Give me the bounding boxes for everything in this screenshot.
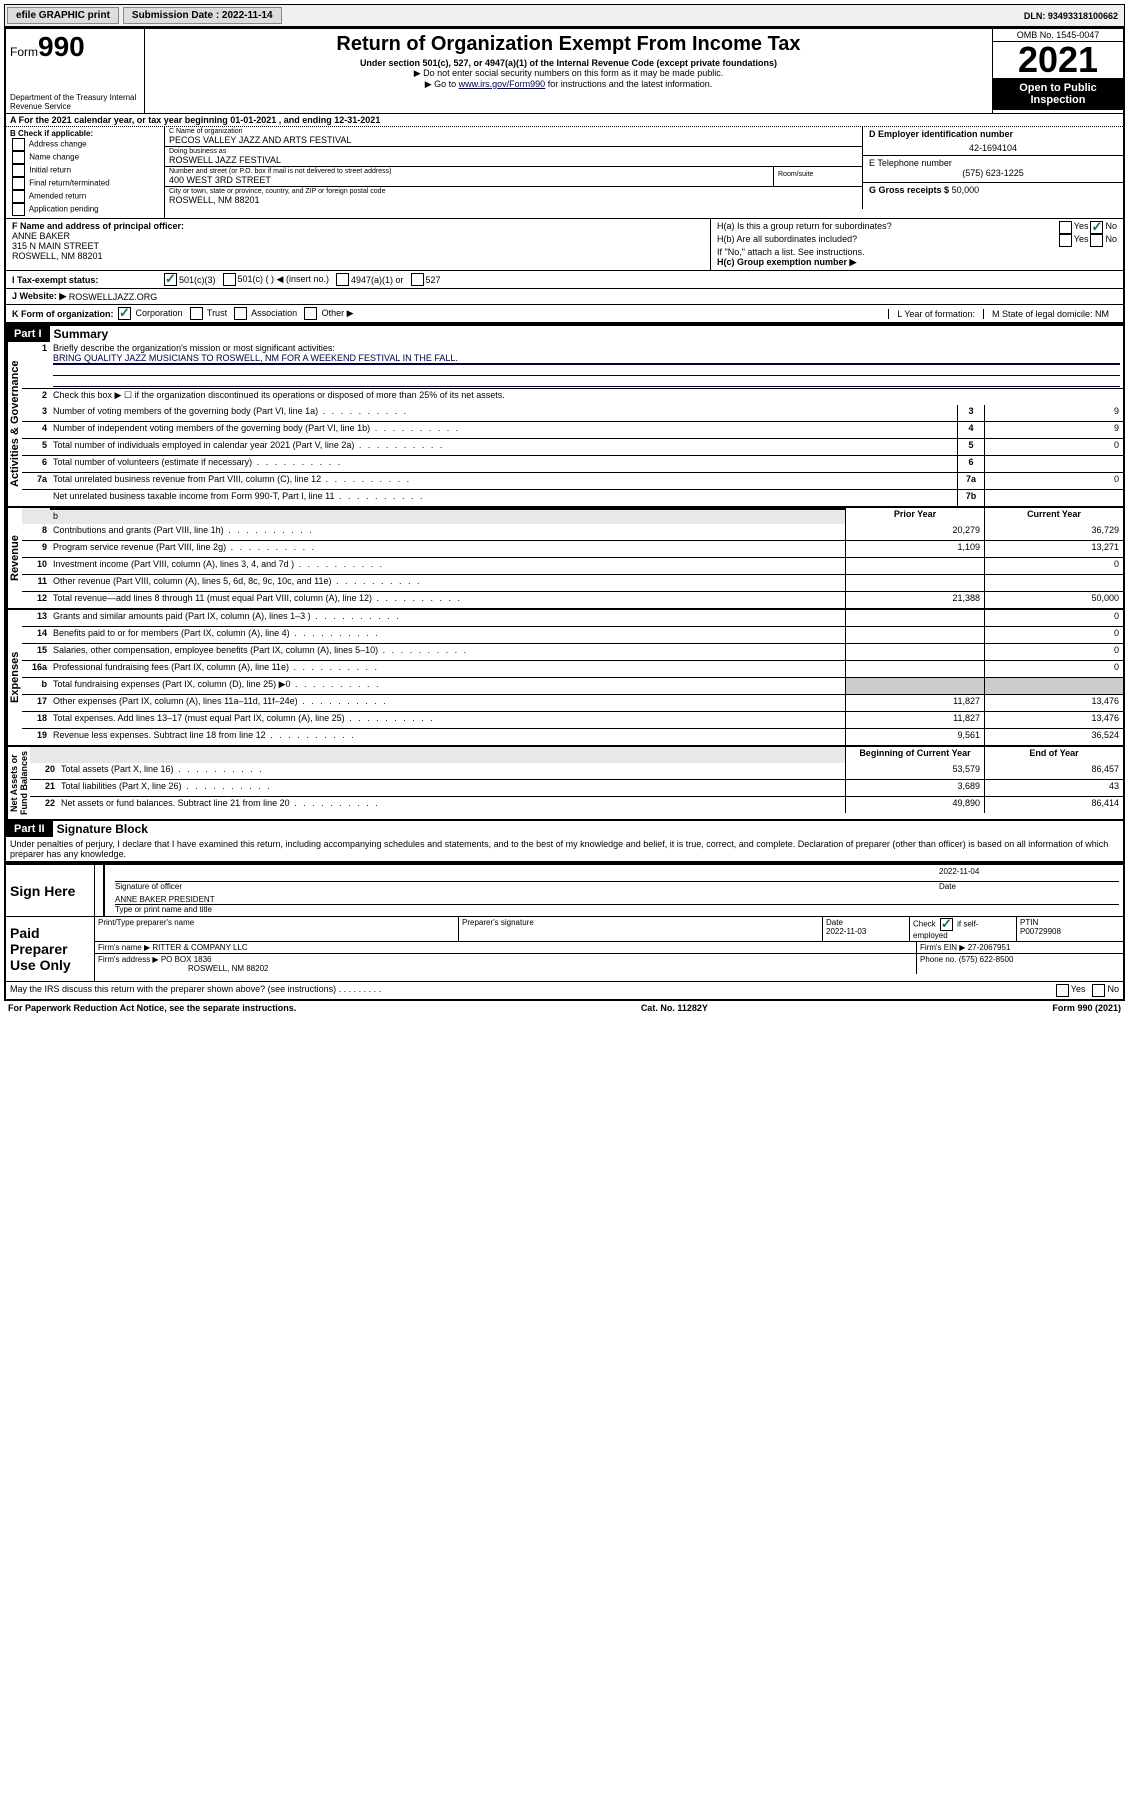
officer-addr2: ROSWELL, NM 88201: [12, 251, 704, 261]
boxb-opt[interactable]: [12, 190, 25, 203]
officer-name: ANNE BAKER: [12, 231, 704, 241]
phone-label: E Telephone number: [869, 158, 1117, 168]
may-irs-discuss: May the IRS discuss this return with the…: [10, 984, 1054, 997]
mission-text: BRING QUALITY JAZZ MUSICIANS TO ROSWELL,…: [53, 353, 458, 364]
officer-addr1: 315 N MAIN STREET: [12, 241, 704, 251]
gross-receipts: 50,000: [952, 185, 980, 195]
street-address: 400 WEST 3RD STREET: [169, 175, 271, 185]
dept-treasury: Department of the Treasury Internal Reve…: [10, 93, 140, 111]
line-a: A For the 2021 calendar year, or tax yea…: [6, 114, 1123, 127]
part2-title: Signature Block: [53, 822, 148, 836]
discuss-no-checkbox[interactable]: [1092, 984, 1105, 997]
website: ROSWELLJAZZ.ORG: [69, 292, 158, 302]
perjury-declaration: Under penalties of perjury, I declare th…: [4, 837, 1125, 863]
part1-header: Part I: [6, 326, 50, 342]
city-state-zip: ROSWELL, NM 88201: [169, 195, 858, 205]
irs-link[interactable]: www.irs.gov/Form990: [459, 79, 546, 89]
sign-here-label: Sign Here: [6, 865, 95, 916]
firm-phone: (575) 622-8500: [959, 955, 1014, 964]
527-checkbox[interactable]: [411, 273, 424, 286]
dln: DLN: 93493318100662: [1024, 11, 1122, 21]
boxb-opt[interactable]: [12, 138, 25, 151]
vlabel-netassets: Net Assets orFund Balances: [6, 747, 30, 819]
efile-button[interactable]: efile GRAPHIC print: [7, 7, 119, 24]
k-opt[interactable]: [118, 307, 131, 320]
vlabel-expenses: Expenses: [6, 610, 22, 745]
firm-name: RITTER & COMPANY LLC: [152, 943, 247, 952]
form-header: Form990 Department of the Treasury Inter…: [4, 27, 1125, 113]
form-number: 990: [38, 31, 85, 62]
vlabel-activities: Activities & Governance: [6, 342, 22, 506]
ha-no-checkbox[interactable]: [1090, 221, 1103, 234]
ein-value: 42-1694104: [869, 139, 1117, 153]
discuss-yes-checkbox[interactable]: [1056, 984, 1069, 997]
firm-addr2: ROSWELL, NM 88202: [98, 964, 268, 973]
501c3-checkbox[interactable]: [164, 273, 177, 286]
officer-name-title: ANNE BAKER PRESIDENT: [115, 895, 1119, 905]
pra-notice: For Paperwork Reduction Act Notice, see …: [8, 1003, 296, 1013]
topbar: efile GRAPHIC print Submission Date : 20…: [4, 4, 1125, 27]
submission-date: Submission Date : 2022-11-14: [123, 7, 282, 24]
ptin: P00729908: [1020, 927, 1061, 936]
hb-no-checkbox[interactable]: [1090, 234, 1103, 247]
dba-name: ROSWELL JAZZ FESTIVAL: [169, 155, 858, 165]
part2-header: Part II: [6, 821, 53, 837]
boxb-opt[interactable]: [12, 151, 25, 164]
form-subtitle: Under section 501(c), 527, or 4947(a)(1)…: [151, 58, 986, 68]
paid-preparer-label: Paid Preparer Use Only: [6, 917, 95, 981]
k-opt[interactable]: [304, 307, 317, 320]
boxb-opt[interactable]: [12, 177, 25, 190]
boxb-opt[interactable]: [12, 203, 25, 216]
line-l: L Year of formation:: [888, 309, 983, 319]
ha-yes-checkbox[interactable]: [1059, 221, 1072, 234]
note-ssn: ▶ Do not enter social security numbers o…: [151, 68, 986, 79]
form-label: Form: [10, 45, 38, 59]
c-name-label: C Name of organization: [169, 128, 858, 135]
form-footer: Form 990 (2021): [1052, 1003, 1121, 1013]
box-b: B Check if applicable: Address change Na…: [6, 127, 165, 218]
sig-date: 2022-11-04: [931, 867, 1119, 882]
part1-title: Summary: [50, 327, 109, 341]
vlabel-revenue: Revenue: [6, 508, 22, 608]
note-goto: ▶ Go to www.irs.gov/Form990 for instruct…: [151, 79, 986, 90]
org-name: PECOS VALLEY JAZZ AND ARTS FESTIVAL: [169, 135, 858, 145]
phone-value: (575) 623-1225: [869, 168, 1117, 178]
form-title: Return of Organization Exempt From Incom…: [151, 33, 986, 56]
k-opt[interactable]: [190, 307, 203, 320]
tax-year: 2021: [993, 42, 1123, 78]
501c-checkbox[interactable]: [223, 273, 236, 286]
cat-no: Cat. No. 11282Y: [641, 1003, 708, 1013]
preparer-date: 2022-11-03: [826, 927, 866, 936]
hb-yes-checkbox[interactable]: [1059, 234, 1072, 247]
self-employed-checkbox[interactable]: [940, 918, 953, 931]
line-m: M State of legal domicile: NM: [983, 309, 1117, 319]
k-opt[interactable]: [234, 307, 247, 320]
firm-ein: 27-2067951: [968, 943, 1011, 952]
entity-block: A For the 2021 calendar year, or tax yea…: [4, 113, 1125, 324]
boxb-opt[interactable]: [12, 164, 25, 177]
dba-label: Doing business as: [169, 148, 858, 155]
4947-checkbox[interactable]: [336, 273, 349, 286]
open-to-public: Open to Public Inspection: [993, 78, 1123, 110]
firm-addr1: PO BOX 1836: [161, 955, 212, 964]
ein-label: D Employer identification number: [869, 129, 1117, 139]
